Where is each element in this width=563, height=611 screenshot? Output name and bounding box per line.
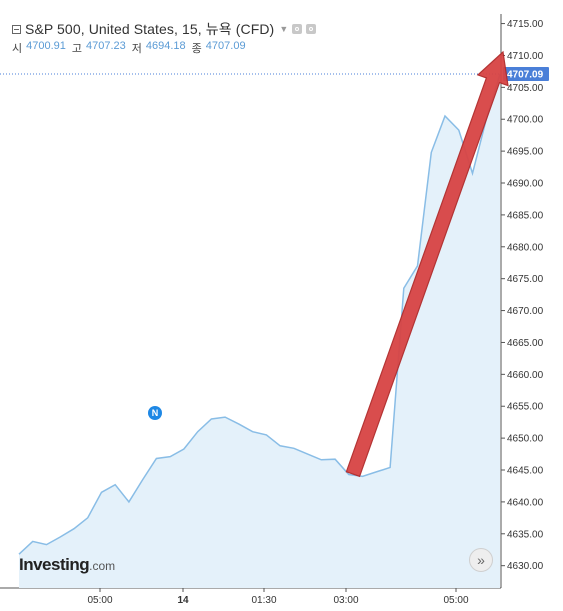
annotation-arrow — [345, 50, 509, 478]
x-tick-label: 05:00 — [87, 595, 112, 606]
y-tick-label: 4670.00 — [507, 306, 544, 317]
x-tick-label: 14 — [177, 595, 189, 606]
eye-icon[interactable] — [292, 24, 303, 34]
gear-icon[interactable] — [306, 24, 317, 34]
chart-header: S&P 500, United States, 15, 뉴욕 (CFD) ▼ 시… — [12, 20, 317, 56]
high-value: 4707.23 — [86, 40, 126, 52]
y-tick-label: 4640.00 — [507, 497, 544, 508]
x-tick-label: 03:00 — [333, 595, 358, 606]
price-line — [18, 73, 501, 555]
open-label: 시 — [12, 43, 23, 55]
chart-title: S&P 500, United States, 15, 뉴욕 (CFD) — [25, 21, 275, 37]
y-tick-label: 4650.00 — [507, 434, 544, 445]
y-tick-label: 4665.00 — [507, 338, 544, 349]
low-value: 4694.18 — [145, 40, 186, 52]
chevron-down-icon[interactable]: ▼ — [279, 24, 289, 34]
close-value: 4707.09 — [205, 40, 246, 52]
close-label: 종 — [191, 43, 202, 55]
ohlc-row: 시 4700.91 고 4707.23 저 4694.18 종 4707.09 — [12, 40, 316, 56]
last-price-label: 4707.09 — [507, 70, 544, 81]
logo-suffix-text: .com — [89, 559, 116, 573]
y-tick-label: 4685.00 — [507, 210, 544, 221]
y-tick-label: 4660.00 — [507, 370, 544, 381]
high-label: 고 — [71, 43, 83, 55]
logo-main-text: Investing — [19, 555, 90, 574]
y-tick-label: 4645.00 — [507, 466, 544, 477]
news-marker-icon[interactable]: N — [148, 406, 162, 420]
investing-logo: Investing .com — [19, 555, 115, 575]
y-tick-label: 4690.00 — [507, 179, 544, 190]
y-tick-label: 4710.00 — [507, 51, 544, 62]
collapse-toggle[interactable] — [12, 24, 21, 34]
scroll-to-latest-button[interactable]: » — [469, 548, 493, 572]
y-tick-label: 4700.00 — [507, 115, 544, 126]
y-tick-label: 4635.00 — [507, 529, 544, 540]
y-tick-label: 4695.00 — [507, 147, 544, 158]
y-tick-label: 4630.00 — [507, 561, 544, 572]
low-label: 저 — [131, 43, 142, 55]
y-tick-label: 4655.00 — [507, 402, 544, 413]
y-tick-label: 4705.00 — [507, 83, 544, 94]
y-tick-label: 4675.00 — [507, 274, 544, 285]
y-tick-label: 4715.00 — [507, 19, 544, 30]
y-tick-label: 4680.00 — [507, 242, 544, 253]
x-tick-label: 01:30 — [251, 595, 276, 606]
last-price-tag — [503, 67, 549, 82]
open-value: 4700.91 — [26, 40, 66, 52]
x-tick-label: 05:00 — [443, 595, 468, 606]
